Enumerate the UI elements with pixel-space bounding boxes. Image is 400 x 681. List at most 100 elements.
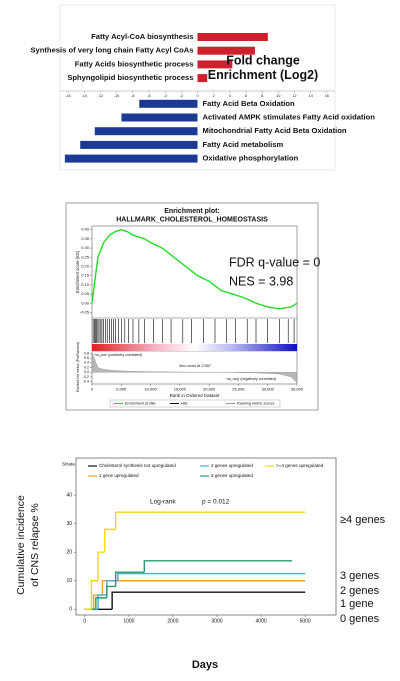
zero-cross: Zero cross at 17467 (179, 364, 211, 368)
step-segment (114, 511, 306, 530)
legend-label: >=4 genes upregulated (276, 463, 324, 468)
panel-frame (65, 202, 319, 411)
category-label: Fatty Acid metabolism (203, 140, 284, 149)
step-segment (97, 594, 107, 610)
y2-tick-label: -0.4 (83, 380, 89, 384)
neg-label: 'na_neg' (negatively correlated) (226, 377, 276, 381)
x-tick-label: 2000 (167, 618, 178, 624)
bar (64, 154, 198, 163)
y-tick-label: 0.05 (81, 291, 90, 296)
y2-tick-label: 0.4 (84, 361, 89, 365)
x-tick-label: 10 (276, 94, 280, 98)
x-tick-label: 0 (91, 387, 94, 392)
y-axis-label: Cumulative incidence (15, 495, 27, 595)
x-tick-label: 0 (197, 94, 199, 98)
step-segment (111, 591, 306, 610)
x-tick-label: 0 (83, 618, 86, 624)
annotation: NES = 3.98 (229, 274, 293, 288)
y-tick-label: -0.05 (80, 310, 90, 315)
x-tick-label: 14 (309, 94, 313, 98)
chart-title: Enrichment plot: (164, 208, 220, 215)
step-segment (95, 597, 107, 610)
panel-frame (59, 4, 336, 171)
x-tick-label: 12 (293, 94, 297, 98)
step-segment (101, 580, 306, 596)
step-segment (90, 580, 99, 610)
annotation: Enrichment (Log2) (208, 68, 318, 82)
y-axis-label: of CNS relapse % (29, 503, 41, 586)
x-tick-label: -16 (65, 94, 70, 98)
x-tick-label: 2 (213, 94, 215, 98)
legend-label: Enrichment profile (125, 402, 156, 406)
x-tick-label: 1000 (123, 618, 134, 624)
x-tick-label: -10 (114, 94, 119, 98)
category-label: Sphyngolipid biosynthetic process (67, 73, 193, 82)
legend-label: Hits (181, 402, 188, 406)
y2-tick-label: 0.8 (84, 351, 89, 355)
y2-tick-label: -0.2 (83, 375, 89, 379)
legend-title: Strata (62, 461, 75, 467)
legend-label: 2 genes upregulated (211, 463, 253, 468)
bar (197, 46, 255, 55)
legend-label: 3 genes upregulated (211, 473, 253, 478)
x-tick-label: 5,000 (116, 387, 127, 392)
x-tick-label: 6 (245, 94, 247, 98)
x-tick-label: -12 (98, 94, 103, 98)
y-tick-label: 0.15 (81, 273, 90, 278)
category-label: Fatty Acyl-CoA biosynthesis (91, 32, 193, 41)
category-label: Mitochondrial Fatty Acid Beta Oxidation (203, 126, 347, 135)
y2-tick-label: 0.2 (84, 365, 89, 369)
annotation: FDR q-value = 0 (229, 255, 320, 269)
x-tick-label: 15,000 (174, 387, 187, 392)
annotation: p = 0.012 (202, 499, 230, 506)
y-tick-label: 0.10 (81, 282, 90, 287)
y-tick-label: 0 (69, 607, 72, 613)
chart-title: HALLMARK_CHOLESTEROL_HOMEOSTASIS (116, 216, 268, 223)
category-label: Oxidative phosphorylation (203, 154, 299, 163)
y-tick-label: 0.20 (81, 264, 90, 269)
y-tick-label: 0.30 (81, 245, 90, 250)
x-tick-label: 25,000 (232, 387, 245, 392)
y-tick-label: 0.25 (81, 254, 90, 259)
x-axis-label: Days (192, 659, 218, 671)
plot-frame (91, 225, 298, 385)
legend-label: Ranking metric scores (237, 402, 275, 406)
x-tick-label: 16 (325, 94, 329, 98)
x-tick-label: -14 (82, 94, 87, 98)
y-tick-label: 20 (66, 550, 72, 556)
bar (197, 60, 233, 69)
end-label: 3 genes (340, 570, 380, 582)
step-segment (117, 572, 306, 581)
x-tick-label: 30,000 (262, 387, 275, 392)
step-segment (106, 585, 116, 598)
y-tick-label: 0.00 (81, 300, 90, 305)
step-segment (143, 560, 292, 573)
step-segment (103, 528, 116, 553)
step-segment (114, 571, 145, 587)
x-tick-label: -4 (164, 94, 167, 98)
legend-label: 1 gene upregulated (99, 473, 139, 478)
category-label: Fatty Acids biosynthetic process (75, 59, 194, 68)
bar (197, 74, 208, 83)
legend-box (109, 399, 281, 408)
y-tick-label: 0.40 (81, 227, 90, 232)
y-tick-label: 10 (66, 578, 72, 584)
enrichment-line (91, 228, 298, 310)
x-tick-label: 10,000 (144, 387, 157, 392)
y-tick-label: 30 (66, 521, 72, 527)
x-tick-label: 4000 (256, 618, 267, 624)
rank-gradient (92, 344, 297, 351)
y2-tick-label: 0.0 (84, 370, 89, 374)
y-axis-label: Enrichment score (ES) (75, 250, 80, 293)
x-axis-label: Rank in Ordered Dataset (170, 393, 221, 398)
x-tick-label: 4 (229, 94, 231, 98)
pos-label: 'na_pos' (positively correlated) (94, 353, 142, 357)
metric-area (91, 352, 298, 384)
bar (197, 33, 268, 41)
bar (80, 140, 198, 149)
x-tick-label: -2 (180, 94, 183, 98)
bar (139, 99, 198, 108)
end-label: 1 gene (340, 598, 374, 610)
